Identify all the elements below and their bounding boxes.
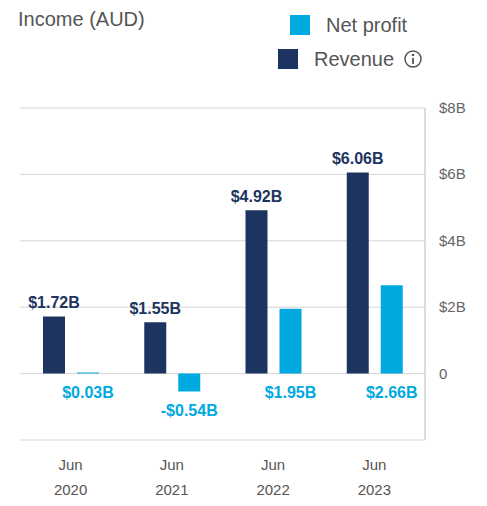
svg-text:Jun2022: Jun2022 — [256, 456, 289, 498]
svg-text:$0.03B: $0.03B — [62, 384, 114, 401]
svg-text:$4B: $4B — [439, 232, 466, 249]
svg-text:$1.95B: $1.95B — [265, 384, 317, 401]
html-text:Income (AUD): Income (AUD) — [18, 8, 145, 30]
html-text:Net profit: Net profit — [326, 13, 408, 36]
svg-text:$2.66B: $2.66B — [366, 384, 418, 401]
svg-text:$6.06B: $6.06B — [332, 150, 384, 167]
svg-text:Jun2021: Jun2021 — [155, 456, 188, 498]
svg-text:-$0.54B: -$0.54B — [161, 402, 218, 419]
svg-text:$4.92B: $4.92B — [231, 188, 283, 205]
svg-text:$6B: $6B — [439, 165, 466, 182]
svg-text:Jun2020: Jun2020 — [54, 456, 87, 498]
html-text:Revenue: Revenue — [314, 47, 395, 70]
svg-text:$1.55B: $1.55B — [129, 300, 181, 317]
svg-text:0: 0 — [439, 365, 447, 382]
svg-text:Jun2023: Jun2023 — [358, 456, 391, 498]
svg-text:$2B: $2B — [439, 298, 466, 315]
svg-text:$1.72B: $1.72B — [28, 294, 80, 311]
svg-text:$8B: $8B — [439, 99, 466, 116]
